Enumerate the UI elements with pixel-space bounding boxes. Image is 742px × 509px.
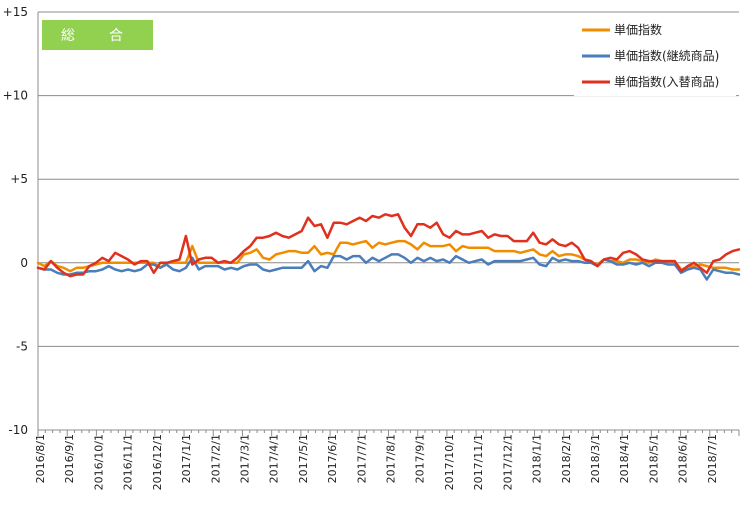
x-tick-label: 2016/9/1 <box>63 434 76 483</box>
x-tick-label: 2017/11/1 <box>472 434 485 490</box>
x-tick-label: 2018/6/1 <box>677 434 690 483</box>
y-axis-tick-labels: +15 +10 +5 0 -5 -10 <box>3 5 28 437</box>
x-tick-label: 2018/5/1 <box>647 434 660 483</box>
x-tick-label: 2017/4/1 <box>268 434 281 483</box>
title-badge: 総 合 <box>42 20 153 50</box>
x-tick-label: 2018/1/1 <box>531 434 544 483</box>
x-tick-label: 2016/10/1 <box>92 434 105 490</box>
x-tick-label: 2017/6/1 <box>326 434 339 483</box>
x-tick-label: 2017/2/1 <box>209 434 222 483</box>
x-tick-label: 2018/2/1 <box>560 434 573 483</box>
y-tick-label: 0 <box>20 256 28 270</box>
y-tick-label: +5 <box>10 172 28 186</box>
x-tick-label: 2017/5/1 <box>297 434 310 483</box>
x-tick-label: 2017/9/1 <box>414 434 427 483</box>
x-tick-label: 2016/11/1 <box>122 434 135 490</box>
legend-label: 単価指数 <box>614 22 662 37</box>
x-tick-label: 2018/4/1 <box>618 434 631 483</box>
series-line-2 <box>36 253 741 281</box>
x-axis: 2016/8/1 2016/9/1 2016/10/1 2016/11/1 2016/1… <box>34 12 740 490</box>
y-tick-label: -5 <box>16 339 28 353</box>
series-line-3 <box>36 213 741 278</box>
x-tick-label: 2016/8/1 <box>34 434 47 483</box>
x-tick-label: 2017/10/1 <box>443 434 456 490</box>
y-tick-label: +10 <box>3 89 28 103</box>
x-tick-label: 2016/12/1 <box>151 434 164 490</box>
series-lines <box>36 213 741 281</box>
y-tick-label: +15 <box>3 5 28 19</box>
series-line-1 <box>36 239 741 273</box>
title-badge-text: 総 合 <box>61 28 133 44</box>
x-tick-label: 2018/3/1 <box>589 434 602 483</box>
y-tick-label: -10 <box>8 423 28 437</box>
x-tick-label: 2017/1/1 <box>180 434 193 483</box>
x-tick-label: 2017/12/1 <box>501 434 514 490</box>
legend-label: 単価指数(入替商品) <box>614 74 719 89</box>
title-badge-box <box>42 20 153 50</box>
x-tick-label: 2017/8/1 <box>385 434 398 483</box>
x-tick-label: 2017/3/1 <box>238 434 251 483</box>
x-tick-label: 2018/7/1 <box>706 434 719 483</box>
x-tick-label: 2017/7/1 <box>355 434 368 483</box>
legend-label: 単価指数(継続商品) <box>614 48 719 63</box>
